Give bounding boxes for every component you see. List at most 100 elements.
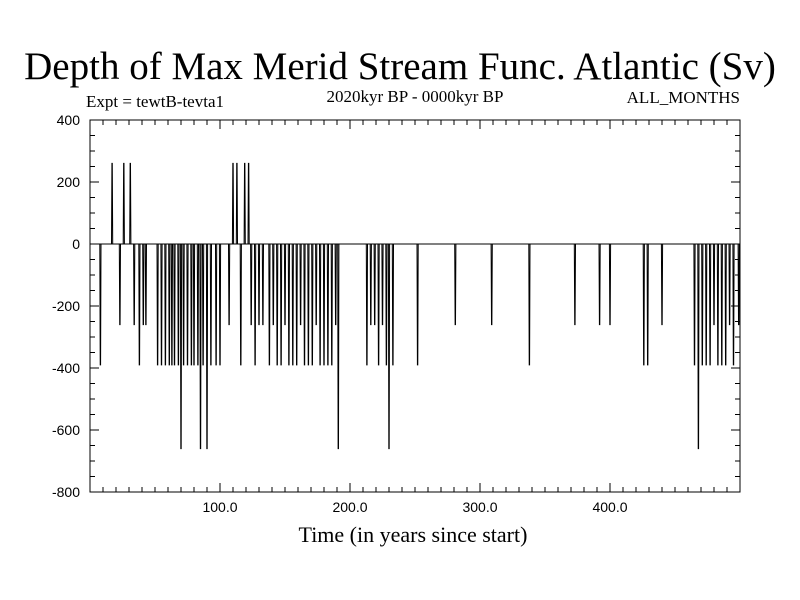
series-spike — [129, 162, 132, 245]
series-spike — [701, 243, 704, 366]
series-spike — [196, 243, 199, 366]
series-spike — [737, 243, 740, 326]
series-spike — [186, 243, 189, 366]
series-spike — [99, 243, 102, 366]
series-spike — [209, 243, 212, 366]
series-spike — [199, 243, 202, 450]
time-range-label: 2020kyr BP - 0000kyr BP — [326, 87, 504, 106]
series-spike — [598, 243, 601, 326]
series-spike — [179, 243, 183, 450]
series-spike — [111, 162, 114, 245]
series-spike — [231, 162, 235, 245]
series-spike — [218, 243, 222, 366]
series-spike — [190, 243, 193, 366]
series-spike — [202, 243, 205, 366]
series-spike — [168, 243, 171, 366]
series-spike — [307, 243, 310, 366]
series-spike — [322, 243, 326, 366]
series-spike — [642, 243, 645, 366]
series-spike — [156, 243, 159, 366]
y-tick-label: 400 — [57, 112, 81, 128]
y-tick-label: -400 — [52, 360, 80, 376]
series-spike — [303, 243, 306, 366]
series-spike — [369, 243, 372, 326]
series-spike — [173, 243, 176, 366]
series-spike — [276, 243, 279, 366]
series-spike — [192, 243, 196, 366]
series-spike — [660, 243, 664, 326]
x-tick-label: 200.0 — [332, 499, 367, 515]
y-tick-label: -200 — [52, 298, 80, 314]
months-label: ALL_MONTHS — [626, 88, 740, 107]
series-spike — [326, 243, 329, 366]
series-spike — [243, 162, 246, 245]
series-spike — [716, 243, 719, 366]
series-spike — [391, 243, 394, 366]
series-spike — [454, 243, 457, 326]
series-spike — [215, 243, 218, 366]
series-spike — [170, 243, 173, 366]
series-spike — [709, 243, 712, 366]
series-spike — [138, 243, 141, 366]
series-spike — [272, 243, 275, 326]
series-spike — [142, 243, 145, 326]
series-spike — [247, 162, 250, 245]
data-layer — [90, 162, 740, 450]
series-spike — [268, 243, 271, 366]
series-spike — [573, 243, 576, 326]
series-spike — [365, 243, 368, 366]
series-spike — [712, 243, 716, 326]
series-spike — [122, 162, 125, 245]
series-spike — [164, 243, 167, 366]
series-spike — [250, 243, 253, 326]
series-spike — [693, 243, 696, 366]
series-spike — [334, 243, 337, 326]
series-spike — [295, 243, 298, 366]
series-spike — [720, 243, 723, 366]
series-spike — [133, 243, 136, 326]
series-spike — [235, 162, 238, 245]
series-spike — [381, 243, 384, 326]
series-spike — [280, 243, 283, 366]
series-spike — [732, 243, 735, 366]
x-tick-label: 400.0 — [592, 499, 627, 515]
x-tick-label: 300.0 — [462, 499, 497, 515]
series-spike — [228, 243, 231, 326]
series-spike — [490, 243, 493, 326]
chart-title: Depth of Max Merid Stream Func. Atlantic… — [24, 45, 776, 88]
series-spike — [291, 243, 294, 366]
series-spike — [728, 243, 731, 326]
series-spike — [177, 243, 180, 366]
series-spike — [315, 243, 318, 326]
series-spike — [705, 243, 708, 366]
plot-frame — [89, 119, 741, 493]
series-spike — [144, 243, 147, 326]
series-spike — [337, 243, 340, 450]
ticks-layer: -800 -600 -400 -200 0 200 400 100.0 200.0 300.0 40… — [52, 112, 740, 515]
series-spike — [299, 243, 302, 326]
series-spike — [416, 243, 419, 366]
series-spike — [257, 243, 261, 326]
series-spike — [528, 243, 531, 366]
series-spike — [254, 243, 257, 366]
series-spike — [646, 243, 649, 366]
y-tick-label: -800 — [52, 484, 80, 500]
series-spike — [724, 243, 727, 366]
x-axis-label: Time (in years since start) — [298, 522, 528, 547]
series-spike — [287, 243, 290, 366]
series-spike — [311, 243, 314, 366]
y-tick-label: 0 — [72, 236, 80, 252]
series-spike — [330, 243, 333, 366]
series-spike — [261, 243, 264, 326]
series-spike — [385, 243, 388, 366]
x-tick-label: 100.0 — [202, 499, 237, 515]
series-spike — [377, 243, 380, 366]
series-spike — [319, 243, 322, 366]
series-spike — [239, 243, 242, 366]
series-spike — [283, 243, 287, 326]
experiment-label: Expt = tewtB-tevta1 — [86, 92, 225, 111]
series-spike — [608, 243, 612, 326]
series-spike — [387, 243, 391, 450]
series-spike — [160, 243, 163, 366]
